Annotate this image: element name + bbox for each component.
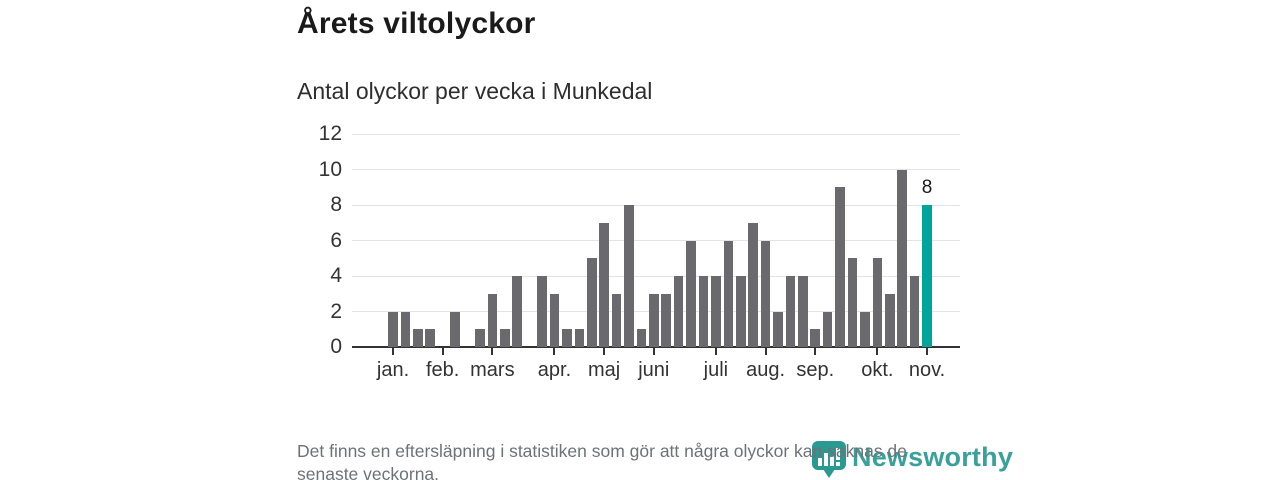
x-axis-label-aug: aug. xyxy=(746,359,786,381)
bar-week-20 xyxy=(624,205,634,347)
bar-week-8 xyxy=(475,329,485,347)
x-axis-label-okt: okt. xyxy=(861,359,894,381)
x-axis-label-maj: maj xyxy=(588,359,621,381)
bar-week-43 xyxy=(909,276,920,347)
x-axis-label-feb: feb. xyxy=(425,359,460,381)
bar-week-10 xyxy=(499,329,510,347)
bar-week-1 xyxy=(388,311,398,347)
bar-week-37 xyxy=(835,187,845,347)
bar-week-26 xyxy=(698,276,709,347)
x-axis-label-jan: jan. xyxy=(376,359,410,381)
x-tick-maj xyxy=(603,348,606,355)
y-axis-label-2: 2 xyxy=(330,299,342,323)
x-axis-label-mars: mars xyxy=(470,359,515,381)
bar-week-29 xyxy=(735,276,746,347)
x-tick-feb xyxy=(441,348,444,355)
bar-week-41 xyxy=(885,293,895,347)
bar-week-35 xyxy=(810,329,821,347)
bar-chart-pin-icon xyxy=(812,441,846,478)
bar-week-15 xyxy=(562,329,572,347)
footer-disclaimer-line2: senaste veckorna. xyxy=(297,464,440,480)
bar-week-30 xyxy=(748,222,758,347)
x-tick-apr xyxy=(553,348,556,355)
x-tick-okt xyxy=(876,348,879,355)
gridline-y-12 xyxy=(352,133,960,135)
x-tick-sep xyxy=(814,348,817,355)
bar-week-16 xyxy=(574,329,585,347)
bar-week-19 xyxy=(611,293,622,347)
gridline-y-6 xyxy=(352,240,960,241)
bar-week-6 xyxy=(450,311,460,347)
bar-week-32 xyxy=(773,311,783,347)
bar-week-33 xyxy=(785,276,796,347)
bar-week-40 xyxy=(872,258,883,347)
x-axis-label-sep: sep. xyxy=(796,359,835,381)
bar-week-38 xyxy=(847,258,858,347)
bar-week-27 xyxy=(711,276,721,347)
bar-week-17 xyxy=(586,258,597,347)
bar-week-34 xyxy=(798,276,808,347)
newsworthy-logo-text: Newsworthy xyxy=(852,442,1014,472)
gridline-y-8 xyxy=(352,204,960,206)
bar-week-25 xyxy=(686,240,696,347)
y-axis-label-12: 12 xyxy=(318,122,342,145)
y-axis-label-0: 0 xyxy=(330,335,342,358)
bar-week-36 xyxy=(822,311,833,347)
x-axis-label-juni: juni xyxy=(638,359,670,381)
y-axis-label-10: 10 xyxy=(318,157,342,181)
chart-subtitle: Antal olyckor per vecka i Munkedal xyxy=(297,78,653,104)
bar-week-44-highlighted xyxy=(922,205,932,347)
bar-week-14 xyxy=(549,293,560,347)
y-axis-label-4: 4 xyxy=(330,264,342,287)
x-axis-label-juli: juli xyxy=(703,359,729,381)
bar-week-9 xyxy=(487,293,498,347)
x-tick-juni xyxy=(652,348,655,355)
bar-week-11 xyxy=(512,276,522,347)
bar-week-2 xyxy=(400,311,411,347)
bar-week-18 xyxy=(599,222,609,347)
bar-week-22 xyxy=(649,293,659,347)
chart-title: Årets viltolyckor xyxy=(297,7,536,40)
bar-week-23 xyxy=(661,293,672,347)
bar-week-21 xyxy=(636,329,647,347)
x-axis-label-apr: apr. xyxy=(537,359,572,381)
x-tick-juli xyxy=(714,348,717,355)
bar-week-4 xyxy=(425,329,436,347)
bar-week-3 xyxy=(413,329,423,347)
footer-disclaimer-line1: Det finns en eftersläpning i statistiken… xyxy=(297,441,907,461)
y-axis-label-8: 8 xyxy=(330,193,342,216)
bar-week-31 xyxy=(760,240,771,347)
bar-week-24 xyxy=(673,276,684,347)
y-axis-label-6: 6 xyxy=(330,228,342,252)
footer-disclaimer: Det finns en eftersläpning i statistiken… xyxy=(297,440,997,480)
bar-week-13 xyxy=(537,276,547,347)
bar-week-42 xyxy=(897,169,907,347)
gridline-y-4 xyxy=(352,275,960,277)
x-tick-nov xyxy=(926,348,929,355)
bar-week-28 xyxy=(723,240,734,347)
newsworthy-logo: Newsworthy xyxy=(812,441,1013,479)
bar-week-39 xyxy=(860,311,870,347)
bar-chart-plot-area: 0 2 4 6 8 10 12 8 jan. feb. mars apr. maj juni juli aug… xyxy=(319,122,960,381)
gridline-y-10 xyxy=(352,169,960,170)
x-tick-jan xyxy=(392,348,394,355)
highlight-value-label: 8 xyxy=(921,177,933,198)
x-axis-label-nov: nov. xyxy=(908,359,946,381)
x-tick-mars xyxy=(491,348,494,355)
x-tick-aug xyxy=(764,348,767,355)
